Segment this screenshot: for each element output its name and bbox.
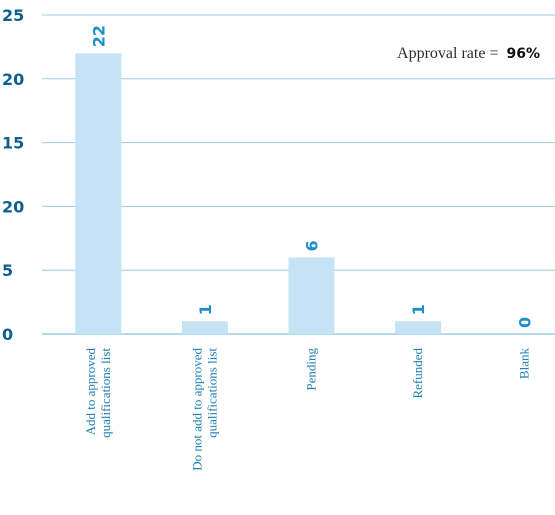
category-label: Blank [517, 348, 532, 380]
bars [75, 53, 442, 334]
data-label: 22 [89, 25, 108, 47]
category-label: Refunded [410, 348, 425, 399]
data-label: 1 [409, 304, 428, 315]
y-axis: 0 5 20 15 20 25 [2, 6, 24, 344]
category-label-line: qualifications list [98, 348, 113, 438]
bar [181, 321, 228, 334]
gridlines [42, 14, 555, 335]
x-axis: Add to approvedqualifications list Do not… [83, 348, 532, 471]
approval-rate-label: Approval rate = [397, 45, 498, 62]
category-label-line: qualifications list [204, 348, 219, 438]
category-label-line: Refunded [410, 348, 425, 399]
y-tick-label: 20 [2, 70, 24, 89]
bar [288, 257, 335, 334]
approval-rate-value: 96% [506, 46, 540, 62]
y-tick-label: 5 [2, 261, 13, 280]
y-tick-label: 25 [2, 6, 24, 25]
y-tick-label: 20 [2, 197, 24, 216]
bar [75, 53, 122, 334]
y-tick-label: 15 [2, 134, 24, 153]
data-labels: 22 1 6 1 0 [89, 25, 534, 328]
category-label: Pending [304, 348, 319, 391]
category-label-line: Do not add to approved [189, 348, 204, 471]
data-label: 0 [516, 317, 535, 328]
data-label: 1 [196, 304, 215, 315]
approval-rate-note: Approval rate = 96% [397, 45, 540, 62]
category-label: Add to approvedqualifications list [83, 348, 113, 438]
category-label-line: Pending [304, 348, 319, 391]
bar [395, 321, 442, 334]
category-label-line: Add to approved [83, 348, 98, 436]
category-label-line: Blank [517, 348, 532, 380]
y-tick-label: 0 [2, 325, 13, 344]
data-label: 6 [303, 240, 322, 251]
category-label: Do not add to approvedqualifications lis… [189, 348, 219, 471]
